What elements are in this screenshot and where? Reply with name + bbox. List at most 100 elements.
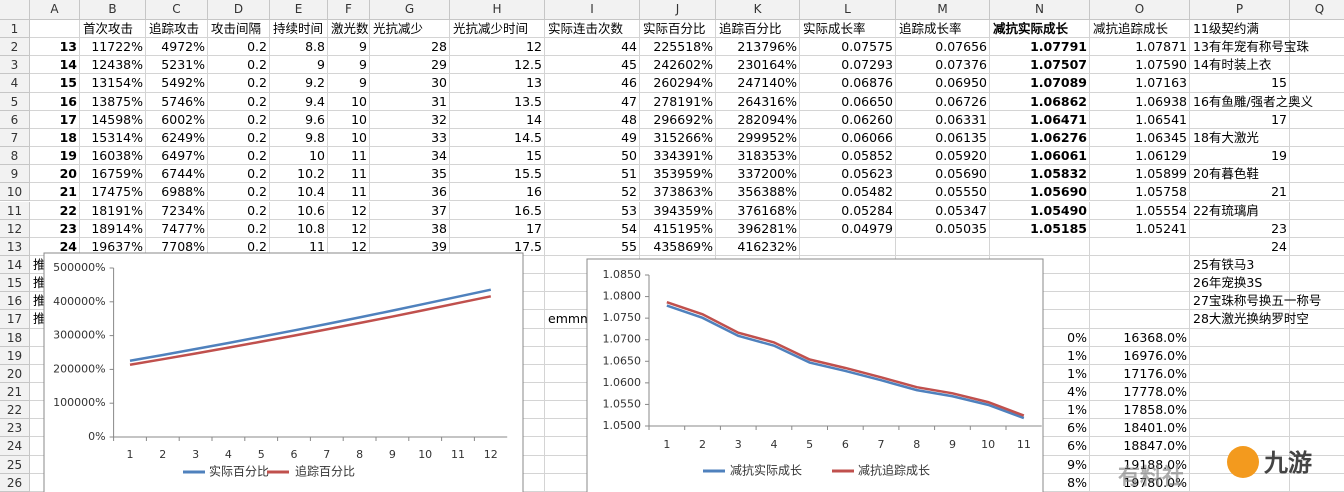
cell-text: 12	[351, 238, 367, 254]
cell-text: 278191%	[653, 93, 713, 109]
cell-text: 16	[526, 184, 542, 200]
cell-text: 0.2	[247, 57, 267, 73]
cell	[1190, 401, 1290, 420]
cell-text: 353959%	[653, 166, 713, 182]
cell-text: 9.4	[305, 93, 325, 109]
row-header: 10	[0, 183, 30, 202]
cell-text: 15	[1271, 75, 1287, 91]
cell	[640, 219, 716, 238]
legend-label: 减抗追踪成长	[858, 463, 930, 478]
cell	[208, 20, 270, 39]
cell	[1090, 110, 1190, 129]
cell-text: 1.05490	[1030, 202, 1087, 218]
cell	[800, 183, 896, 202]
cell	[208, 147, 270, 166]
cell	[1290, 256, 1344, 275]
cell-text: 0.2	[247, 166, 267, 182]
cell-text: 推	[33, 275, 46, 291]
cell	[800, 74, 896, 93]
cell-text: 攻击间隔	[211, 21, 262, 36]
cell-text: 15	[526, 148, 542, 164]
series-line	[129, 295, 492, 366]
cell-text: 1.07590	[1135, 57, 1187, 73]
row-header: 12	[0, 219, 30, 238]
cell	[208, 219, 270, 238]
cell-text: 1%	[1067, 402, 1087, 418]
cell-text: 9.2	[305, 75, 325, 91]
cell	[1190, 183, 1290, 202]
cell-text: 11	[351, 166, 367, 182]
cell	[1290, 129, 1344, 148]
cell	[450, 92, 545, 111]
cell	[270, 165, 328, 184]
cell-text: 0.05482	[841, 184, 893, 200]
cell-text: 5492%	[161, 75, 205, 91]
cell-text: 16368.0%	[1123, 329, 1187, 345]
cell	[1090, 437, 1190, 456]
cell	[1290, 292, 1344, 311]
cell	[1090, 401, 1190, 420]
cell-text: 16759%	[91, 166, 143, 182]
cell	[1090, 165, 1190, 184]
cell	[990, 128, 1090, 148]
cell	[1290, 147, 1344, 166]
cell-text: 12	[351, 202, 367, 218]
cell-text: 17778.0%	[1123, 384, 1187, 399]
cell	[1090, 74, 1190, 93]
cell	[450, 219, 545, 238]
cell-text: 242602%	[653, 57, 713, 73]
cell-text: 激光数	[331, 21, 369, 36]
cell	[1290, 202, 1344, 220]
cell	[1090, 310, 1190, 329]
cell-text: 25有铁马3	[1193, 256, 1255, 272]
cell	[800, 20, 896, 39]
cell-text: 1.07089	[1030, 75, 1087, 91]
cell-text: 0.2	[247, 111, 267, 127]
cell	[716, 92, 800, 111]
cell-text: 0.04979	[841, 220, 893, 236]
cell	[1190, 38, 1290, 57]
x-tick-label: 8	[913, 438, 920, 451]
cell-text: 14有时装上衣	[1193, 57, 1272, 73]
y-tick-label: 1.0500	[603, 419, 642, 432]
cell	[1290, 93, 1344, 111]
cell-text: 32	[431, 111, 447, 127]
cell	[270, 147, 328, 166]
cell-text: 0.05690	[935, 166, 987, 182]
x-tick-label: 10	[981, 438, 995, 451]
cell-text: 1.06938	[1135, 93, 1187, 109]
cell	[1190, 310, 1290, 329]
cell-text: 19	[59, 148, 77, 164]
cell	[800, 201, 896, 220]
cell-text: 9.8	[305, 129, 325, 145]
cell-text: 0.07575	[841, 39, 893, 55]
cell	[1090, 147, 1190, 166]
cell-text: 260294%	[653, 75, 713, 91]
cell	[30, 165, 80, 184]
row-header: 8	[0, 147, 30, 166]
row-header: 14	[0, 255, 30, 275]
cell-text: 4%	[1067, 384, 1087, 399]
column-header: H	[450, 0, 545, 20]
y-tick-label: 1.0550	[603, 397, 642, 410]
cell	[1090, 128, 1190, 148]
cell	[270, 74, 328, 93]
cell	[1090, 419, 1190, 438]
cell	[1190, 274, 1290, 293]
cell	[896, 74, 990, 93]
cell	[545, 201, 640, 220]
cell	[80, 128, 146, 148]
cell-text: 55	[621, 238, 637, 254]
cell-text: 17	[526, 220, 542, 236]
cell	[990, 56, 1090, 75]
cell	[328, 56, 370, 75]
cell-text: 1.07791	[1030, 39, 1087, 55]
cell-text: 10	[309, 148, 325, 164]
cell	[370, 110, 450, 129]
cell	[30, 147, 80, 166]
cell	[1090, 219, 1190, 238]
cell	[1190, 128, 1290, 148]
cell	[896, 128, 990, 148]
cell-text: 17858.0%	[1123, 402, 1187, 418]
